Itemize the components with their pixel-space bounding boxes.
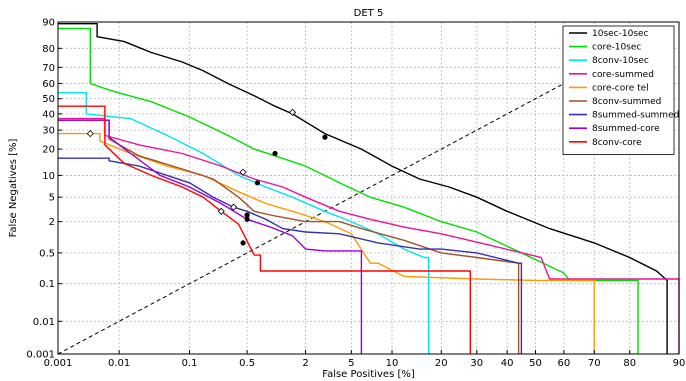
legend-item: core-10sec <box>569 43 641 53</box>
y-tick-label: 60 <box>42 79 55 90</box>
series-markers <box>86 108 328 246</box>
diamond-marker <box>217 207 225 215</box>
y-tick-label: 90 <box>42 18 55 29</box>
reference-diagonal <box>57 83 565 355</box>
x-tick-label: 30 <box>470 358 483 369</box>
legend-item: core-core tel <box>569 83 649 93</box>
eer-marker <box>244 216 250 222</box>
y-tick-label: 5 <box>49 193 55 204</box>
x-axis-ticks: 0.001 0.01 0.1 0.5 2 5 10 20 30 40 50 60 70 80 90 <box>44 350 686 369</box>
y-tick-label: 70 <box>42 63 55 74</box>
x-axis-title: False Positives [%] <box>322 369 415 380</box>
series-line-8summed-core <box>58 119 363 354</box>
series-line-core-core-tel <box>58 132 595 354</box>
legend-label: 8summed-summed <box>592 111 679 121</box>
legend-label: core-core tel <box>592 83 649 93</box>
legend-label: core-10sec <box>592 43 641 53</box>
eer-marker <box>244 212 250 218</box>
series-line-10sec-10sec <box>58 23 668 354</box>
series-line-8summed-summed <box>58 157 523 354</box>
x-tick-label: 90 <box>673 358 686 369</box>
legend-item: 8conv-summed <box>569 97 661 107</box>
x-tick-label: 0.5 <box>239 358 255 369</box>
y-tick-label: 50 <box>42 94 55 105</box>
x-tick-label: 10 <box>386 358 399 369</box>
diamond-marker <box>239 168 247 176</box>
legend-label: 8conv-10sec <box>592 56 649 66</box>
legend-item: 8conv-10sec <box>569 56 649 66</box>
series-line-core-10sec <box>58 27 639 354</box>
x-tick-label: 80 <box>623 358 636 369</box>
series-line-core-summed <box>58 117 680 354</box>
legend-label: 8summed-core <box>592 124 660 134</box>
series-line-8conv-10sec <box>58 91 430 354</box>
y-tick-label: 20 <box>42 145 55 156</box>
x-tick-label: 60 <box>558 358 571 369</box>
eer-marker <box>322 134 328 140</box>
y-tick-label: 0.001 <box>26 350 55 361</box>
y-tick-label: 2 <box>49 217 55 228</box>
legend-item: 8conv-core <box>569 138 642 148</box>
eer-marker <box>272 150 278 157</box>
y-tick-label: 0.01 <box>33 317 55 328</box>
y-tick-label: 0.5 <box>39 248 55 259</box>
series-line-8conv-core <box>58 105 471 354</box>
legend: 10sec-10sec core-10sec 8conv-10sec core-sum… <box>562 25 679 155</box>
legend-item: 10sec-10sec <box>569 29 649 39</box>
legend-item: 8summed-core <box>569 124 660 134</box>
plot-frame <box>57 21 680 355</box>
chart-title: DET 5 <box>354 8 384 19</box>
x-tick-label: 20 <box>435 358 448 369</box>
x-tick-label: 0.01 <box>108 358 130 369</box>
x-tick-label: 50 <box>529 358 542 369</box>
y-axis-title: False Negatives [%] <box>8 138 19 237</box>
diamond-marker <box>229 203 238 211</box>
legend-label: 10sec-10sec <box>592 29 649 39</box>
y-tick-label: 10 <box>42 171 55 182</box>
x-tick-label: 5 <box>348 358 354 369</box>
x-tick-label: 0.001 <box>44 358 73 369</box>
x-tick-label: 0.1 <box>182 358 198 369</box>
x-tick-label: 40 <box>501 358 514 369</box>
eer-marker <box>240 240 246 246</box>
x-tick-label: 2 <box>302 358 308 369</box>
diamond-marker <box>86 130 94 138</box>
diamond-marker <box>288 108 297 116</box>
y-axis-ticks: 0.001 0.01 0.1 0.5 2 5 10 20 30 40 50 60 70 80 90 <box>26 18 62 361</box>
x-tick-label: 70 <box>588 358 601 369</box>
y-tick-label: 40 <box>42 109 55 120</box>
y-tick-label: 0.1 <box>39 279 55 290</box>
legend-label: 8conv-summed <box>592 97 661 107</box>
series-line-8conv-summed <box>58 119 520 354</box>
y-tick-label: 30 <box>42 126 55 137</box>
legend-item: core-summed <box>569 70 654 80</box>
legend-label: 8conv-core <box>592 138 642 148</box>
legend-label: core-summed <box>592 70 654 80</box>
eer-marker <box>254 180 261 186</box>
legend-item: 8summed-summed <box>569 111 679 121</box>
y-tick-label: 80 <box>42 44 55 55</box>
